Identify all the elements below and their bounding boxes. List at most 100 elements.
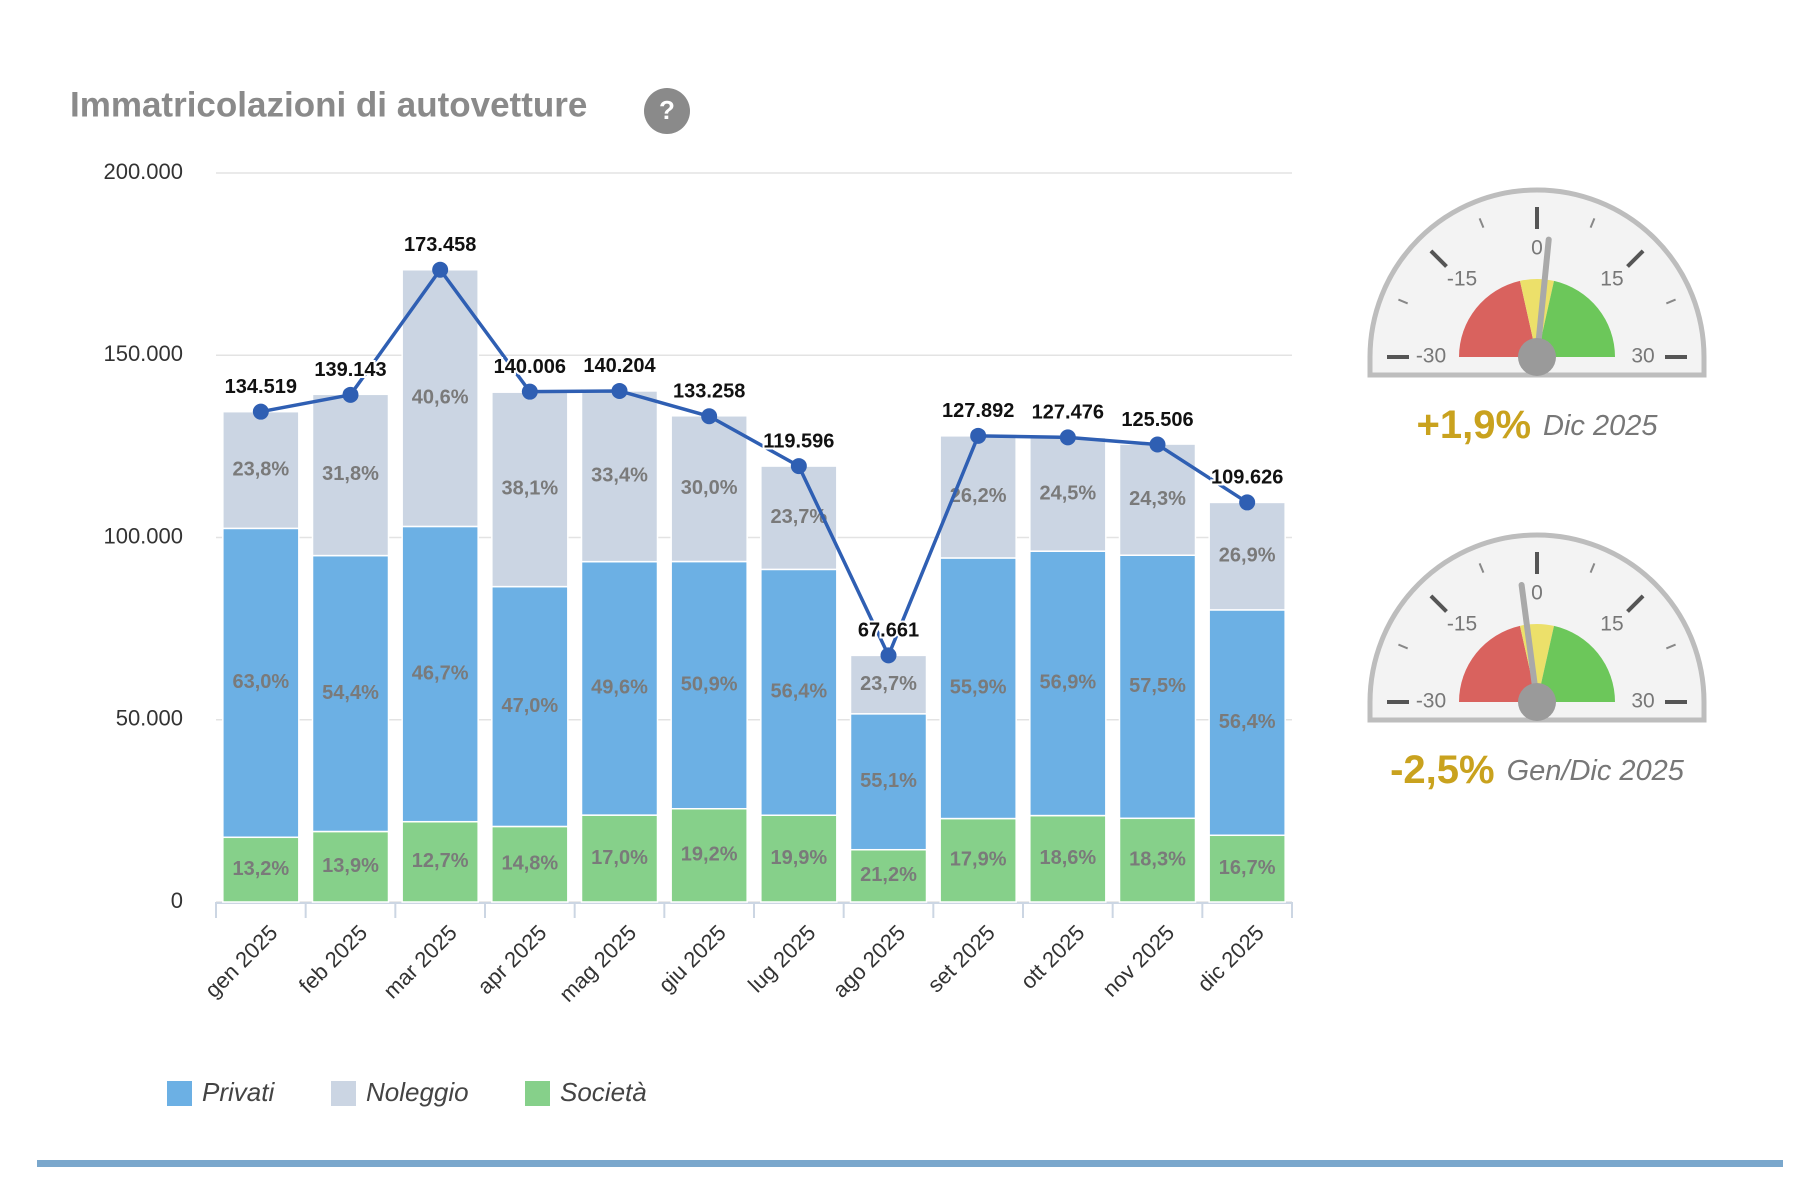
gauge-subtitle: Gen/Dic 2025 [1507, 755, 1685, 787]
bar-value-label: 24,5% [1039, 483, 1096, 505]
bar-value-label: 21,2% [860, 864, 917, 886]
bar-segment [311, 554, 390, 833]
bar-segment [491, 391, 569, 588]
total-label: 173.458 [404, 234, 476, 256]
gauge-minor-tick [1665, 298, 1676, 305]
gauge-value-label: -2,5% [1390, 748, 1495, 792]
gauge-zone [1459, 280, 1537, 357]
bar-value-label: 33,4% [591, 465, 648, 487]
total-label: 133.258 [673, 381, 745, 403]
bar-segment [939, 817, 1017, 903]
total-point [1059, 429, 1076, 446]
bar-value-label: 23,7% [770, 506, 827, 528]
x-tick-label: dic 2025 [1192, 920, 1269, 997]
total-label: 127.476 [1032, 402, 1104, 424]
bar-segment [401, 268, 479, 528]
bar-value-label: 31,8% [322, 463, 379, 485]
bar-value-label: 46,7% [412, 662, 469, 684]
bar-value-label: 57,5% [1129, 675, 1186, 697]
bar-segment [760, 814, 838, 903]
bar-segment [311, 393, 390, 557]
total-point [342, 386, 359, 403]
bar-value-label: 23,8% [232, 458, 289, 480]
legend-swatch [525, 1081, 550, 1106]
total-label: 125.506 [1121, 409, 1193, 431]
gauge-tick [1626, 594, 1645, 613]
bar-segment [222, 527, 300, 839]
gauge-minor-tick [1398, 298, 1409, 305]
gauge-minor-tick [1665, 643, 1676, 650]
gauge-value: +1,9% Dic 2025 [1417, 403, 1659, 447]
bar-value-label: 56,4% [1219, 711, 1276, 733]
bar-segment [670, 560, 748, 810]
bar-segment [849, 654, 928, 715]
total-point [1239, 494, 1256, 511]
total-point [790, 458, 807, 475]
bar-value-label: 17,0% [591, 847, 648, 869]
gauge-tick [1429, 594, 1448, 613]
bar-segment [849, 848, 928, 903]
y-tick-label: 150.000 [103, 341, 183, 366]
total-point [1149, 436, 1166, 453]
x-tick-label: ago 2025 [828, 920, 911, 1003]
gauge-minor-tick [1398, 643, 1409, 650]
gauge-tick-label: 30 [1631, 345, 1654, 368]
chart-title: Immatricolazioni di autovetture [70, 85, 587, 124]
bar-value-label: 56,9% [1039, 672, 1096, 694]
bar-segment [760, 568, 838, 816]
bar-segment [491, 585, 569, 828]
gauge-needle [1518, 582, 1540, 705]
total-label: 67.661 [858, 620, 919, 642]
legend-label: Privati [202, 1077, 275, 1107]
bar-segment [670, 807, 748, 903]
bar-value-label: 47,0% [501, 695, 558, 717]
x-tick-label: gen 2025 [200, 920, 283, 1003]
total-point [611, 382, 628, 399]
gauge-tick-label: -15 [1447, 613, 1477, 636]
bar-segment [401, 820, 479, 903]
bar-value-label: 55,1% [860, 770, 917, 792]
bar-segment [1208, 609, 1286, 837]
gauge-tick-label: 0 [1531, 237, 1543, 260]
x-tick-label: nov 2025 [1097, 920, 1179, 1002]
gauge-needle [1534, 236, 1552, 360]
bar-value-label: 55,9% [950, 677, 1007, 699]
gauge-value: -2,5% Gen/Dic 2025 [1390, 748, 1685, 792]
bar-value-label: 17,9% [950, 849, 1007, 871]
bar-value-label: 50,9% [681, 673, 738, 695]
bar-segment [1118, 817, 1197, 903]
total-label: 127.892 [942, 400, 1014, 422]
bar-segment [580, 390, 659, 563]
bar-segment [849, 713, 928, 851]
x-tick-label: apr 2025 [472, 920, 551, 999]
legend-swatch [167, 1081, 192, 1106]
total-point [701, 408, 718, 425]
separator [37, 1160, 1783, 1167]
bar-value-label: 23,7% [860, 673, 917, 695]
gauge-tick-label: -30 [1416, 690, 1446, 713]
bar-segment [1029, 436, 1107, 552]
bar-value-label: 24,3% [1129, 488, 1186, 510]
total-label: 119.596 [763, 430, 834, 452]
gauge-hub [1518, 338, 1556, 376]
gauge-minor-tick [1478, 218, 1485, 229]
total-point [432, 261, 449, 278]
gauge-hub [1518, 683, 1556, 721]
bar-value-label: 26,9% [1219, 544, 1276, 566]
total-point [970, 427, 987, 444]
gauge-tick [1626, 249, 1645, 268]
bar-segment [311, 830, 390, 903]
help-icon-text[interactable]: ? [659, 95, 675, 125]
help-icon[interactable] [644, 88, 690, 134]
gauge-tick [1429, 249, 1448, 268]
gauge-subtitle: Dic 2025 [1543, 410, 1658, 442]
bar-segment [939, 557, 1017, 820]
y-tick-label: 200.000 [103, 159, 183, 184]
total-point [880, 647, 897, 664]
gauge-zone [1459, 625, 1537, 702]
bar-segment [1208, 501, 1286, 611]
bar-value-label: 49,6% [591, 677, 648, 699]
gauge-tick-label: -30 [1416, 345, 1446, 368]
legend-swatch [331, 1081, 356, 1106]
